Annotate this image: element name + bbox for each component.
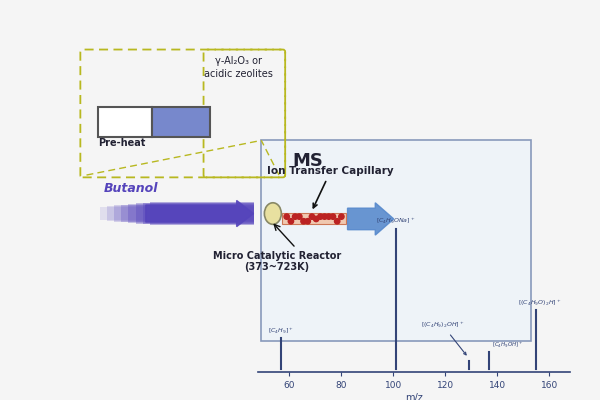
- Text: $[C_4H_9ONa]^+$: $[C_4H_9ONa]^+$: [376, 217, 415, 226]
- FancyArrow shape: [100, 207, 254, 220]
- Text: Pre-heat: Pre-heat: [98, 138, 145, 148]
- X-axis label: m/z: m/z: [405, 393, 423, 400]
- Text: Micro Catalytic Reactor
(373~723K): Micro Catalytic Reactor (373~723K): [212, 250, 341, 272]
- FancyBboxPatch shape: [262, 140, 531, 341]
- FancyArrow shape: [136, 203, 254, 224]
- Circle shape: [284, 214, 289, 219]
- FancyArrow shape: [121, 205, 254, 222]
- FancyArrow shape: [128, 204, 254, 223]
- Circle shape: [309, 214, 314, 219]
- Text: $[(C_4H_9)_2OH]^+$: $[(C_4H_9)_2OH]^+$: [421, 320, 466, 355]
- Bar: [282, 213, 346, 224]
- Circle shape: [338, 214, 344, 219]
- Ellipse shape: [265, 203, 281, 224]
- Circle shape: [322, 214, 327, 219]
- Text: Ion Transfer Capillary: Ion Transfer Capillary: [267, 166, 394, 208]
- Circle shape: [288, 218, 293, 224]
- Circle shape: [313, 216, 319, 222]
- Circle shape: [301, 218, 306, 224]
- Text: Butanol: Butanol: [103, 182, 158, 195]
- Circle shape: [305, 218, 310, 224]
- Text: $[C_4H_9]^+$: $[C_4H_9]^+$: [268, 326, 295, 336]
- Circle shape: [334, 218, 340, 224]
- FancyArrow shape: [143, 203, 254, 224]
- Circle shape: [296, 214, 302, 219]
- FancyArrow shape: [150, 202, 254, 225]
- Bar: [98, 107, 152, 136]
- FancyArrow shape: [146, 200, 254, 227]
- Text: γ-Al₂O₃ or
acidic zeolites: γ-Al₂O₃ or acidic zeolites: [204, 56, 272, 79]
- FancyArrow shape: [107, 206, 254, 221]
- Text: $[C_4H_9OH]^+$: $[C_4H_9OH]^+$: [492, 340, 524, 350]
- Text: $[(C_4H_9O)_2H]^+$: $[(C_4H_9O)_2H]^+$: [518, 298, 562, 308]
- Circle shape: [292, 214, 298, 219]
- FancyArrow shape: [347, 203, 394, 235]
- Bar: [152, 107, 210, 136]
- Circle shape: [330, 214, 335, 219]
- Circle shape: [326, 214, 331, 219]
- Circle shape: [317, 214, 323, 219]
- Text: MS: MS: [292, 152, 323, 170]
- FancyArrow shape: [114, 205, 254, 222]
